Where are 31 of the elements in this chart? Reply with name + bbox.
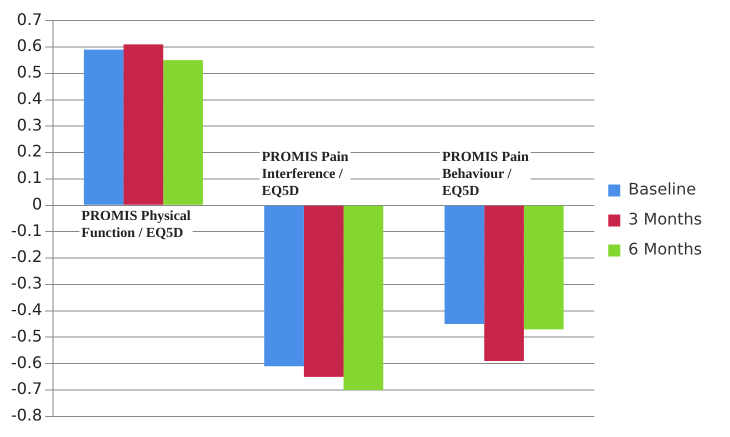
bar bbox=[344, 206, 384, 390]
y-tick-label: -0.7 bbox=[11, 379, 42, 398]
y-tick-label: 0.6 bbox=[16, 36, 42, 56]
legend-label: 3 Months bbox=[628, 210, 702, 229]
bar bbox=[84, 50, 124, 205]
x-tick-label: PROMIS Pain Interference / EQ5D bbox=[262, 150, 349, 199]
y-tick-label: -0.1 bbox=[11, 220, 42, 240]
y-tick-label: -0.2 bbox=[11, 247, 42, 266]
bar bbox=[264, 206, 304, 366]
legend-label: 6 Months bbox=[628, 240, 702, 259]
y-tick-label: -0.5 bbox=[11, 326, 42, 346]
y-tick-label: 0.4 bbox=[16, 88, 42, 108]
bar bbox=[163, 60, 203, 205]
y-tick-label: 0.3 bbox=[16, 115, 42, 134]
y-tick-label: 0.5 bbox=[16, 62, 42, 82]
bar bbox=[484, 206, 524, 361]
y-tick-label: -0.4 bbox=[11, 300, 42, 320]
y-tick-label: 0 bbox=[32, 194, 42, 214]
bar bbox=[444, 206, 484, 324]
x-tick-label: PROMIS Physical Function / EQ5D bbox=[81, 208, 191, 241]
bar bbox=[124, 44, 164, 205]
y-tick-label: 0.7 bbox=[16, 10, 42, 29]
x-tick-label: PROMIS Pain Behaviour / EQ5D bbox=[442, 150, 530, 199]
y-tick-label: -0.3 bbox=[11, 274, 42, 293]
y-tick-label: 0.1 bbox=[16, 168, 42, 188]
y-tick-label: -0.6 bbox=[11, 352, 42, 372]
bar bbox=[304, 206, 344, 377]
legend-label: Baseline bbox=[628, 180, 696, 199]
y-tick-label: -0.8 bbox=[11, 406, 42, 425]
bar bbox=[524, 206, 564, 330]
y-tick-label: 0.2 bbox=[16, 142, 42, 161]
